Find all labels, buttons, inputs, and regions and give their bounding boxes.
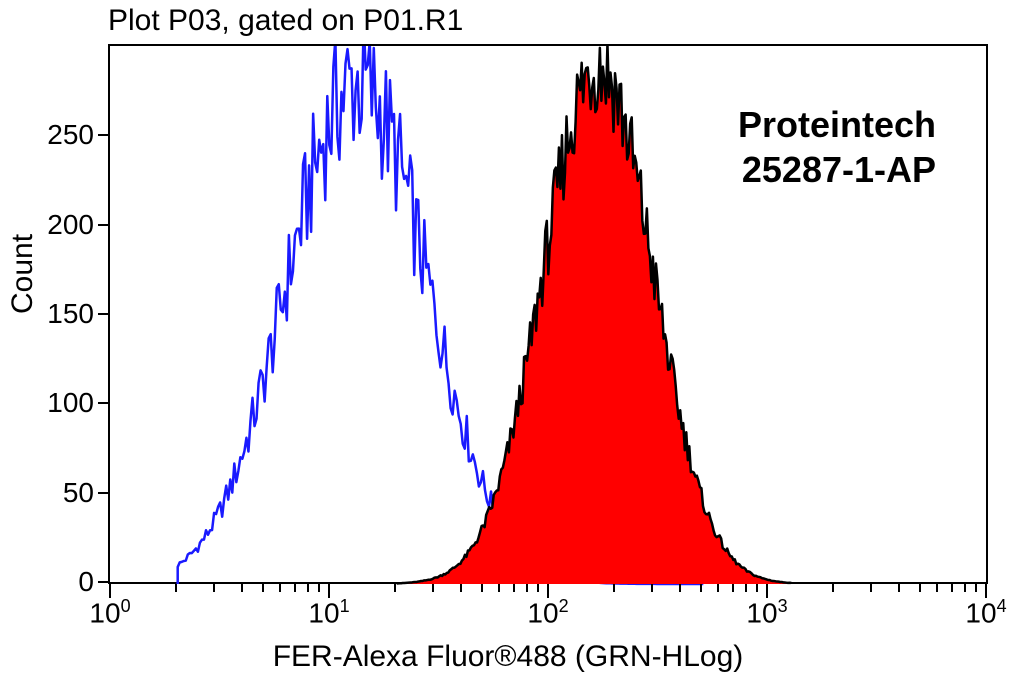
y-tick-label: 200: [40, 209, 94, 241]
y-tick-label: 50: [40, 477, 94, 509]
y-tick-label: 0: [40, 566, 94, 598]
x-tick-minor: [318, 584, 320, 592]
x-tick-minor: [294, 584, 296, 592]
x-tick-minor: [898, 584, 900, 592]
x-tick-minor: [756, 584, 758, 592]
y-tick: [98, 134, 108, 136]
x-tick-minor: [732, 584, 734, 592]
x-tick-minor: [700, 584, 702, 592]
x-tick-minor: [832, 584, 834, 592]
x-tick-label: 104: [956, 596, 1016, 629]
y-tick-label: 150: [40, 298, 94, 330]
x-tick-minor: [526, 584, 528, 592]
x-tick-minor: [679, 584, 681, 592]
y-tick: [98, 402, 108, 404]
y-axis-label: Count: [6, 234, 40, 314]
x-tick-minor: [498, 584, 500, 592]
x-tick-label: 100: [80, 596, 140, 629]
x-tick-minor: [537, 584, 539, 592]
chart-container: Plot P03, gated on P01.R1 Count FER-Alex…: [0, 0, 1016, 680]
x-tick-minor: [613, 584, 615, 592]
y-tick-label: 100: [40, 387, 94, 419]
x-tick-minor: [651, 584, 653, 592]
x-tick-minor: [432, 584, 434, 592]
y-tick: [98, 581, 108, 583]
plot-title: Plot P03, gated on P01.R1: [108, 4, 463, 38]
x-tick-minor: [870, 584, 872, 592]
x-tick-label: 103: [737, 596, 797, 629]
y-tick: [98, 313, 108, 315]
y-tick: [98, 492, 108, 494]
x-tick-minor: [951, 584, 953, 592]
x-tick-minor: [460, 584, 462, 592]
x-tick-minor: [213, 584, 215, 592]
x-tick-minor: [745, 584, 747, 592]
x-tick-label: 101: [299, 596, 359, 629]
x-tick-minor: [975, 584, 977, 592]
x-tick-minor: [307, 584, 309, 592]
x-tick-label: 102: [518, 596, 578, 629]
annotation-line2: 25287-1-AP: [742, 149, 936, 190]
annotation-line1: Proteintech: [738, 104, 936, 145]
x-tick-minor: [481, 584, 483, 592]
x-tick-minor: [241, 584, 243, 592]
x-tick-minor: [175, 584, 177, 592]
x-tick-minor: [919, 584, 921, 592]
x-axis-label: FER-Alexa Fluor®488 (GRN-HLog): [0, 640, 1016, 674]
plot-area: Proteintech 25287-1-AP: [108, 44, 988, 584]
x-tick-minor: [279, 584, 281, 592]
x-tick-minor: [394, 584, 396, 592]
annotation-box: Proteintech 25287-1-AP: [738, 102, 936, 192]
x-tick-minor: [964, 584, 966, 592]
x-tick-minor: [262, 584, 264, 592]
y-tick-label: 250: [40, 119, 94, 151]
x-tick-minor: [513, 584, 515, 592]
x-tick-minor: [717, 584, 719, 592]
y-tick: [98, 224, 108, 226]
x-tick-minor: [936, 584, 938, 592]
